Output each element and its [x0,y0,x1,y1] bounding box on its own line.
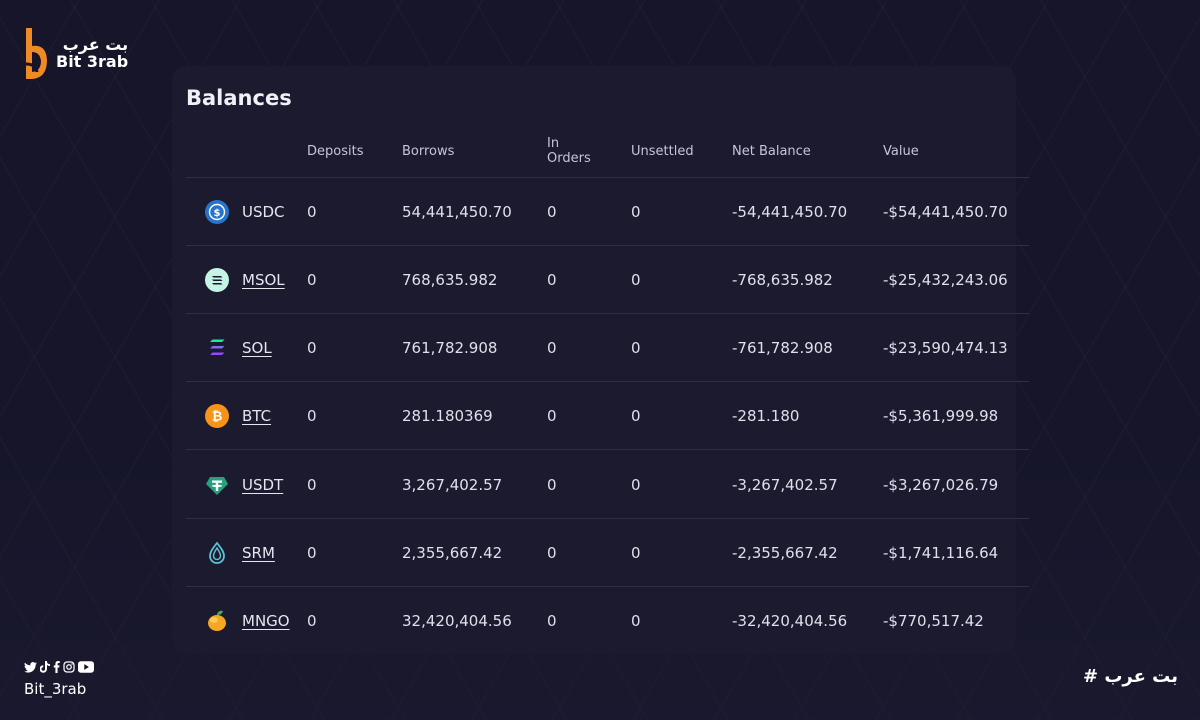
cell-in-orders: 0 [547,407,557,425]
social-handle: Bit_3rab [24,680,87,698]
row-divider [186,449,1029,450]
row-divider [186,586,1029,587]
cell-deposits: 0 [307,339,317,357]
table-row: MNGO 0 32,420,404.56 0 0 -32,420,404.56 -$770,… [186,587,1029,655]
msol-icon [205,268,229,292]
instagram-icon[interactable] [63,661,75,677]
cell-deposits: 0 [307,407,317,425]
cell-value: -$5,361,999.98 [883,407,999,425]
cell-deposits: 0 [307,203,317,221]
cell-in-orders: 0 [547,612,557,630]
cell-net-balance: -2,355,667.42 [732,544,838,562]
brand-arabic: بت عرب [62,35,129,55]
cell-borrows: 54,441,450.70 [402,203,512,221]
bit3rab-logo-icon [25,28,47,79]
cell-net-balance: -3,267,402.57 [732,476,838,494]
cell-unsettled: 0 [631,271,641,289]
cell-in-orders: 0 [547,271,557,289]
cell-borrows: 32,420,404.56 [402,612,512,630]
table-row: MSOL 0 768,635.982 0 0 -768,635.982 -$25,432,2… [186,246,1029,314]
hashtag: # بت عرب [1082,666,1178,687]
brand-latin: Bit 3rab [56,52,129,71]
srm-icon [205,541,229,565]
cell-borrows: 2,355,667.42 [402,544,503,562]
cell-unsettled: 0 [631,407,641,425]
row-divider [186,313,1029,314]
cell-net-balance: -281.180 [732,407,800,425]
table-row: SRM 0 2,355,667.42 0 0 -2,355,667.42 -$1,741,1… [186,519,1029,587]
table-row: $ USDC 0 54,441,450.70 0 0 -54,441,450.70 -$54,… [186,178,1029,246]
asset-name-mngo[interactable]: MNGO [242,612,290,630]
column-borrows: Borrows [402,144,455,159]
cell-in-orders: 0 [547,339,557,357]
asset-name-btc[interactable]: BTC [242,407,272,425]
balances-panel [172,66,1016,654]
cell-borrows: 281.180369 [402,407,493,425]
cell-value: -$23,590,474.13 [883,339,1008,357]
table-row: ₿ BTC 0 281.180369 0 0 -281.180 -$5,361,999.98 [186,382,1029,450]
cell-value: -$54,441,450.70 [883,203,1008,221]
column-in-orders-line1: In [547,136,560,151]
asset-name-usdt[interactable]: USDT [242,476,284,494]
column-in-orders-line2: Orders [547,151,591,166]
btc-icon: ₿ [205,404,229,428]
row-divider [186,381,1029,382]
brand-logo: بت عرب Bit 3rab [22,26,128,82]
cell-net-balance: -768,635.982 [732,271,833,289]
cell-borrows: 768,635.982 [402,271,498,289]
facebook-icon[interactable] [53,661,60,677]
page-title: Balances [186,86,292,110]
cell-value: -$3,267,026.79 [883,476,999,494]
column-deposits: Deposits [307,144,364,159]
column-net-balance: Net Balance [732,144,811,159]
cell-unsettled: 0 [631,544,641,562]
table-row: USDT 0 3,267,402.57 0 0 -3,267,402.57 -$3,267,… [186,451,1029,519]
svg-text:$: $ [214,208,221,219]
cell-value: -$1,741,116.64 [883,544,999,562]
twitter-icon[interactable] [24,661,37,677]
row-divider [186,245,1029,246]
usdt-icon [205,473,229,497]
cell-deposits: 0 [307,544,317,562]
cell-deposits: 0 [307,612,317,630]
usdc-icon: $ [205,200,229,224]
sol-icon [205,336,229,360]
cell-unsettled: 0 [631,476,641,494]
column-value: Value [883,144,919,159]
cell-value: -$770,517.42 [883,612,984,630]
cell-net-balance: -54,441,450.70 [732,203,848,221]
column-in-orders: In Orders [547,136,607,166]
cell-unsettled: 0 [631,612,641,630]
social-links: Bit_3rab [24,661,94,698]
cell-deposits: 0 [307,271,317,289]
table-row: SOL 0 761,782.908 0 0 -761,782.908 -$23,590,47… [186,314,1029,382]
youtube-icon[interactable] [78,661,94,677]
cell-in-orders: 0 [547,476,557,494]
cell-net-balance: -32,420,404.56 [732,612,848,630]
tiktok-icon[interactable] [39,661,50,677]
asset-name-usdc: USDC [242,203,285,221]
cell-borrows: 3,267,402.57 [402,476,503,494]
cell-borrows: 761,782.908 [402,339,498,357]
column-unsettled: Unsettled [631,144,694,159]
divider [186,177,1029,178]
mngo-icon [205,609,229,633]
asset-name-msol[interactable]: MSOL [242,271,285,289]
svg-text:₿: ₿ [212,410,223,425]
table-header: Deposits Borrows In Orders Unsettled Net… [186,130,1029,176]
cell-unsettled: 0 [631,203,641,221]
cell-in-orders: 0 [547,544,557,562]
cell-value: -$25,432,243.06 [883,271,1008,289]
asset-name-sol[interactable]: SOL [242,339,272,357]
cell-unsettled: 0 [631,339,641,357]
cell-in-orders: 0 [547,203,557,221]
cell-net-balance: -761,782.908 [732,339,833,357]
cell-deposits: 0 [307,476,317,494]
asset-name-srm[interactable]: SRM [242,544,275,562]
row-divider [186,518,1029,519]
